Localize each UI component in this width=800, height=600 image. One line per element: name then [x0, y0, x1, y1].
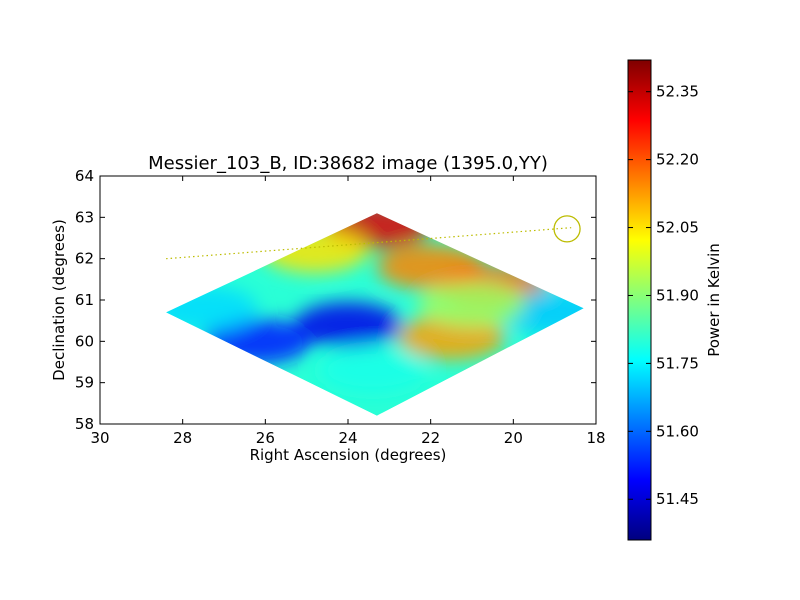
x-axis: 30 28 26 24 22 20 18 — [90, 176, 606, 447]
y-tick-label: 59 — [75, 374, 94, 392]
y-tick-label: 60 — [75, 332, 94, 350]
heatmap-features — [166, 213, 584, 393]
heatmap-feature — [319, 347, 427, 393]
overlay-circle-marker — [553, 215, 581, 243]
heatmap-image — [166, 213, 584, 416]
y-axis-label: Declination (degrees) — [50, 219, 68, 381]
y-tick-label: 63 — [75, 208, 94, 226]
colorbar — [627, 59, 652, 541]
x-tick-label: 26 — [256, 429, 275, 447]
y-tick-label: 64 — [75, 167, 94, 185]
x-tick-label: 20 — [504, 429, 523, 447]
heatmap-feature — [294, 302, 402, 348]
overlay-layer — [166, 215, 581, 260]
colorbar-tick-label: 52.35 — [656, 83, 699, 101]
overlay-track-line — [166, 227, 572, 260]
y-tick-label: 62 — [75, 250, 94, 268]
colorbar-tick-label: 51.60 — [656, 422, 699, 440]
colorbar-ticks: 51.45 51.60 51.75 51.90 52.05 52.20 52.35 — [628, 83, 699, 508]
colorbar-label: Power in Kelvin — [705, 243, 723, 357]
x-axis-label: Right Ascension (degrees) — [250, 446, 447, 464]
x-tick-label: 30 — [90, 429, 109, 447]
chart-title: Messier_103_B, ID:38682 image (1395.0,YY… — [148, 153, 548, 174]
heatmap-feature — [418, 281, 526, 327]
colorbar-tick-label: 52.05 — [656, 219, 699, 237]
colorbar-tick-label: 51.75 — [656, 354, 699, 372]
colorbar-tick-label: 52.20 — [656, 151, 699, 169]
x-tick-label: 28 — [173, 429, 192, 447]
y-tick-label: 61 — [75, 291, 94, 309]
colorbar-tick-label: 51.45 — [656, 490, 699, 508]
y-tick-label: 58 — [75, 415, 94, 433]
x-tick-label: 24 — [338, 429, 357, 447]
x-tick-label: 18 — [586, 429, 605, 447]
colorbar-tick-label: 51.90 — [656, 286, 699, 304]
x-tick-label: 22 — [421, 429, 440, 447]
y-axis: 58 59 60 61 62 63 64 — [75, 167, 596, 433]
